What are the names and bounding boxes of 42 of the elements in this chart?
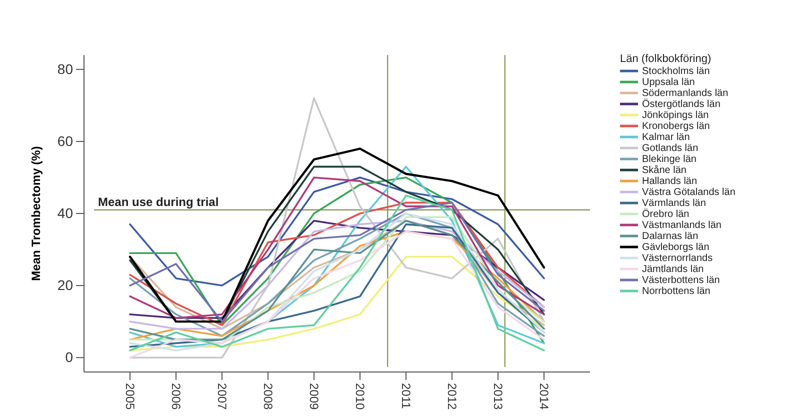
x-tick-label: 2009: [306, 383, 321, 410]
legend-label: Örebro län: [642, 208, 690, 220]
y-tick-label: 0: [65, 349, 74, 366]
legend-label: Västernorrlands: [642, 253, 713, 264]
x-tick-label: 2008: [260, 383, 275, 410]
x-tick-label: 2012: [444, 383, 459, 410]
line-series: [129, 256, 545, 352]
legend-label: Blekinge län: [642, 154, 696, 165]
y-tick-label: 20: [57, 277, 74, 294]
y-tick-label: 40: [57, 204, 74, 221]
x-tick-label: 2013: [490, 383, 505, 410]
x-tick-label: 2005: [122, 383, 137, 410]
legend-label: Jämtlands län: [642, 264, 704, 275]
legend-title: Län (folkbokföring): [620, 53, 712, 65]
line-series: [129, 176, 545, 286]
legend-label: Kalmar län: [642, 132, 690, 143]
legend-label: Stockholms län: [642, 66, 710, 77]
legend-label: Södermanlands län: [642, 88, 728, 99]
legend-label: Gotlands län: [642, 143, 698, 154]
y-tick-label: 80: [57, 60, 74, 77]
legend-label: Östergötlands län: [642, 98, 720, 110]
legend-label: Dalarnas län: [642, 231, 698, 242]
ref-line-label: Mean use during trial: [98, 194, 219, 209]
legend-label: Skåne län: [642, 164, 686, 176]
legend-label: Västmanlands län: [642, 220, 722, 231]
x-tick-label: 2010: [352, 383, 367, 410]
legend-label: Västerbottens län: [642, 275, 720, 286]
x-tick-label: 2006: [168, 383, 183, 410]
x-tick-label: 2011: [398, 383, 413, 410]
y-axis-title: Mean Trombectomy (%): [29, 146, 43, 281]
legend-label: Norrbottens län: [642, 286, 710, 297]
legend-label: Värmlands län: [642, 198, 706, 209]
legend-label: Västra Götalands län: [642, 187, 736, 198]
x-tick-label: 2014: [536, 383, 551, 410]
legend-label: Jönköpings län: [642, 110, 709, 121]
y-tick-label: 60: [57, 132, 74, 149]
legend-label: Uppsala län: [642, 77, 695, 88]
line-series: [129, 97, 545, 358]
x-tick-label: 2007: [214, 383, 229, 410]
legend-label: Gävleborgs län: [642, 242, 710, 253]
legend-label: Hallands län: [642, 176, 698, 187]
legend-label: Kronobergs län: [642, 121, 710, 132]
